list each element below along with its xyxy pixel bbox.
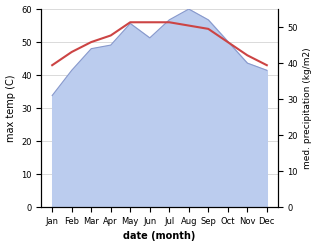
X-axis label: date (month): date (month)	[123, 231, 196, 242]
Y-axis label: med. precipitation (kg/m2): med. precipitation (kg/m2)	[303, 47, 313, 169]
Y-axis label: max temp (C): max temp (C)	[5, 74, 16, 142]
